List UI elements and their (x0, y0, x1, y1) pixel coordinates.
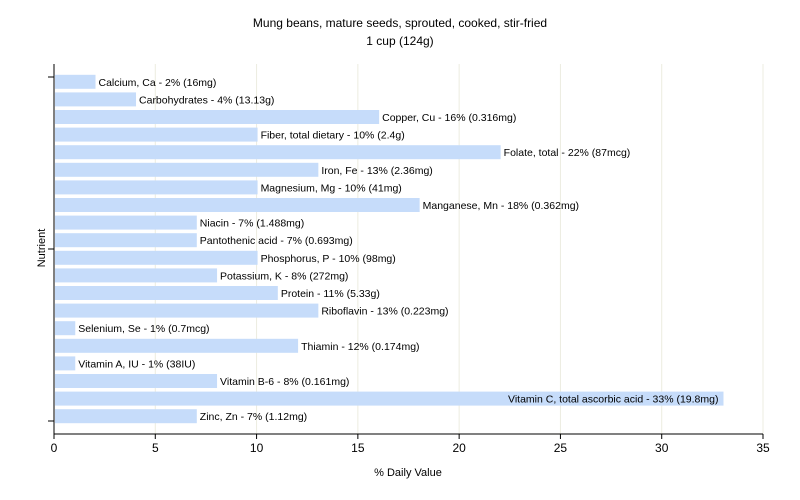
x-axis-label: % Daily Value (374, 467, 442, 479)
bar-label: Vitamin C, total ascorbic acid - 33% (19… (508, 394, 718, 406)
bar (55, 356, 76, 371)
bar-label: Iron, Fe - 13% (2.36mg) (321, 165, 432, 177)
bar (55, 233, 197, 248)
bar (55, 110, 380, 124)
bar (55, 321, 76, 336)
bar (55, 409, 197, 424)
bar-label: Selenium, Se - 1% (0.7mcg) (78, 323, 209, 335)
x-tick-label: 0 (51, 441, 58, 455)
bar (55, 268, 218, 283)
bar (55, 198, 420, 212)
x-tick-label: 20 (452, 441, 466, 455)
bar (55, 374, 218, 388)
chart-subtitle: 1 cup (124g) (366, 34, 433, 48)
bars: Calcium, Ca - 2% (16mg) Carbohydrates - 4… (55, 74, 724, 424)
bar (55, 250, 258, 265)
bar (55, 145, 501, 160)
bar-label: Calcium, Ca - 2% (16mg) (99, 77, 217, 89)
bar-label: Vitamin B-6 - 8% (0.161mg) (220, 376, 349, 388)
bar (55, 286, 278, 300)
bar-label: Folate, total - 22% (87mcg) (504, 147, 631, 159)
bar-label: Magnesium, Mg - 10% (41mg) (261, 182, 402, 194)
bar-label: Potassium, K - 8% (272mg) (220, 270, 348, 282)
bar (55, 162, 319, 177)
y-axis-label: Nutrient (36, 229, 48, 268)
bar-label: Manganese, Mn - 18% (0.362mg) (423, 200, 579, 212)
bar (55, 303, 319, 318)
bar-label: Zinc, Zn - 7% (1.12mg) (200, 411, 307, 423)
bar (55, 391, 724, 406)
bar-label: Carbohydrates - 4% (13.13g) (139, 94, 274, 106)
bar (55, 74, 96, 89)
bar (55, 92, 137, 107)
x-tick-label: 30 (655, 441, 669, 455)
bar (55, 127, 258, 142)
x-tick-label: 25 (554, 441, 568, 455)
bar-label: Niacin - 7% (1.488mg) (200, 218, 304, 230)
bar-label: Fiber, total dietary - 10% (2.4g) (261, 130, 405, 142)
bar-label: Riboflavin - 13% (0.223mg) (321, 306, 448, 318)
bar-label: Protein - 11% (5.33g) (281, 288, 380, 300)
bar-label: Phosphorus, P - 10% (98mg) (261, 253, 396, 265)
axes: 0 5 10 15 20 25 30 35 (48, 64, 770, 455)
chart-title: Mung beans, mature seeds, sprouted, cook… (253, 16, 547, 30)
bar-label: Thiamin - 12% (0.174mg) (301, 341, 419, 353)
x-tick-label: 15 (351, 441, 365, 455)
x-tick-label: 35 (756, 441, 770, 455)
bar (55, 180, 258, 195)
bar (55, 338, 299, 353)
x-tick-label: 10 (250, 441, 264, 455)
bar-label: Copper, Cu - 16% (0.316mg) (382, 112, 516, 124)
bar (55, 215, 197, 230)
bar-label: Pantothenic acid - 7% (0.693mg) (200, 235, 353, 247)
grid-lines (154, 64, 764, 434)
bar-label: Vitamin A, IU - 1% (38IU) (78, 358, 195, 370)
x-tick-label: 5 (152, 441, 159, 455)
